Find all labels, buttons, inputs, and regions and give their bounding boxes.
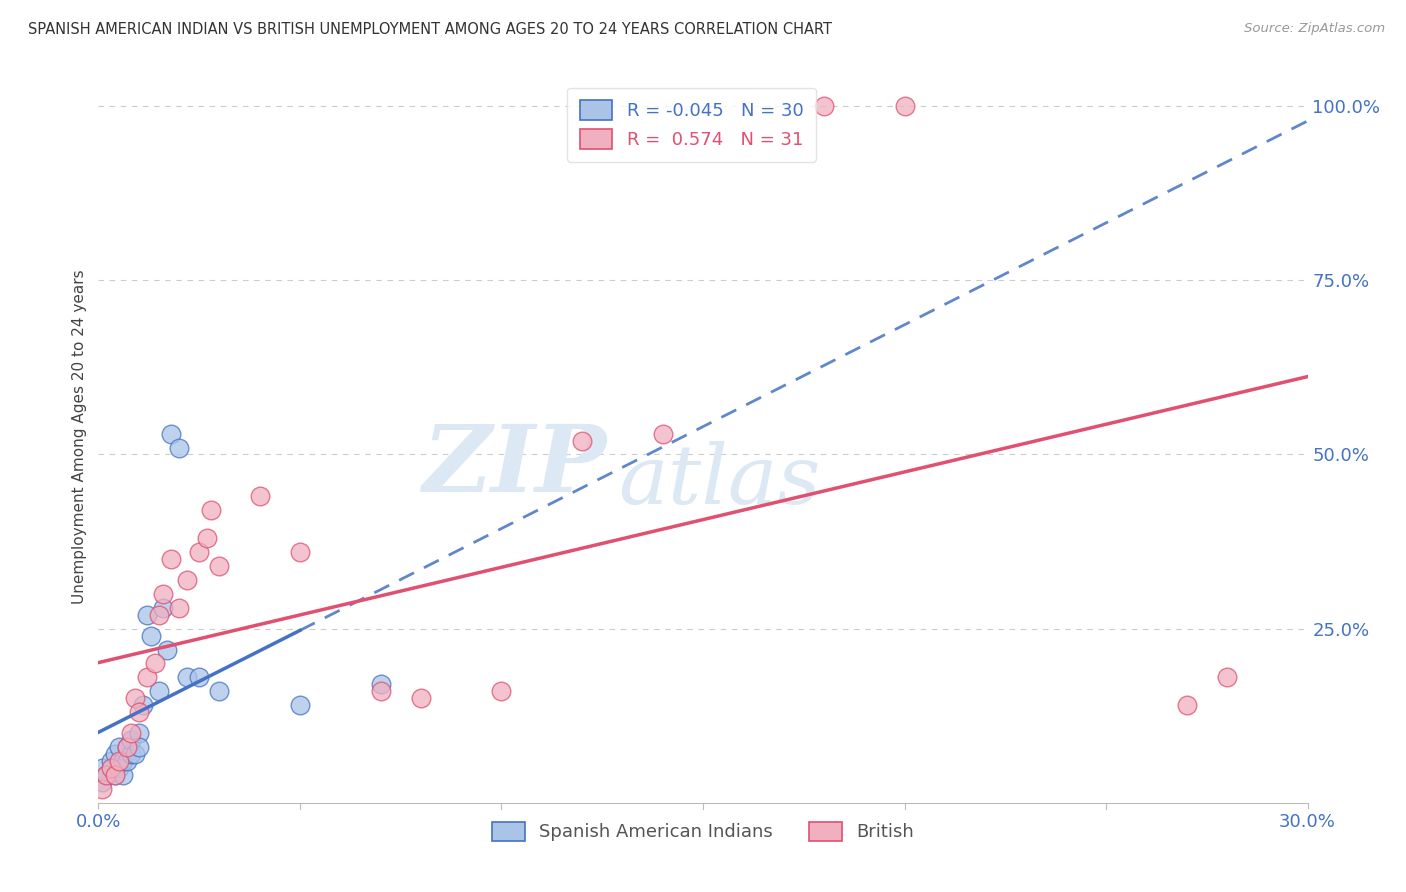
- Point: [139, 629, 162, 643]
- Text: ZIP: ZIP: [422, 421, 606, 511]
- Point: [96, 768, 118, 782]
- Text: atlas: atlas: [619, 441, 821, 521]
- Point: [571, 434, 593, 448]
- Point: [176, 670, 198, 684]
- Point: [103, 747, 125, 761]
- Point: [91, 775, 114, 789]
- Point: [148, 607, 170, 622]
- Point: [115, 740, 138, 755]
- Point: [288, 545, 311, 559]
- Point: [135, 607, 157, 622]
- Point: [100, 761, 122, 775]
- Point: [120, 726, 142, 740]
- Text: Source: ZipAtlas.com: Source: ZipAtlas.com: [1244, 22, 1385, 36]
- Point: [111, 754, 134, 768]
- Y-axis label: Unemployment Among Ages 20 to 24 years: Unemployment Among Ages 20 to 24 years: [72, 269, 87, 605]
- Point: [135, 670, 157, 684]
- Point: [124, 747, 146, 761]
- Point: [120, 733, 142, 747]
- Point: [132, 698, 155, 713]
- Point: [200, 503, 222, 517]
- Point: [167, 441, 190, 455]
- Point: [96, 768, 118, 782]
- Point: [91, 781, 114, 796]
- Point: [813, 99, 835, 113]
- Point: [111, 768, 134, 782]
- Point: [152, 587, 174, 601]
- Point: [124, 691, 146, 706]
- Point: [370, 684, 392, 698]
- Point: [128, 740, 150, 755]
- Point: [91, 761, 114, 775]
- Point: [195, 531, 218, 545]
- Point: [1216, 670, 1239, 684]
- Point: [491, 684, 513, 698]
- Point: [893, 99, 915, 113]
- Point: [160, 426, 183, 441]
- Point: [115, 754, 138, 768]
- Point: [103, 768, 125, 782]
- Point: [115, 740, 138, 755]
- Point: [156, 642, 179, 657]
- Point: [152, 600, 174, 615]
- Point: [176, 573, 198, 587]
- Legend: Spanish American Indians, British: Spanish American Indians, British: [485, 814, 921, 848]
- Point: [148, 684, 170, 698]
- Point: [188, 670, 211, 684]
- Point: [143, 657, 166, 671]
- Point: [160, 552, 183, 566]
- Point: [120, 747, 142, 761]
- Point: [128, 705, 150, 719]
- Point: [107, 740, 129, 755]
- Point: [288, 698, 311, 713]
- Point: [107, 754, 129, 768]
- Point: [409, 691, 432, 706]
- Point: [128, 726, 150, 740]
- Point: [208, 684, 231, 698]
- Point: [370, 677, 392, 691]
- Point: [167, 600, 190, 615]
- Text: SPANISH AMERICAN INDIAN VS BRITISH UNEMPLOYMENT AMONG AGES 20 TO 24 YEARS CORREL: SPANISH AMERICAN INDIAN VS BRITISH UNEMP…: [28, 22, 832, 37]
- Point: [249, 489, 271, 503]
- Point: [100, 754, 122, 768]
- Point: [107, 761, 129, 775]
- Point: [651, 426, 673, 441]
- Point: [1175, 698, 1198, 713]
- Point: [208, 558, 231, 573]
- Point: [188, 545, 211, 559]
- Point: [103, 768, 125, 782]
